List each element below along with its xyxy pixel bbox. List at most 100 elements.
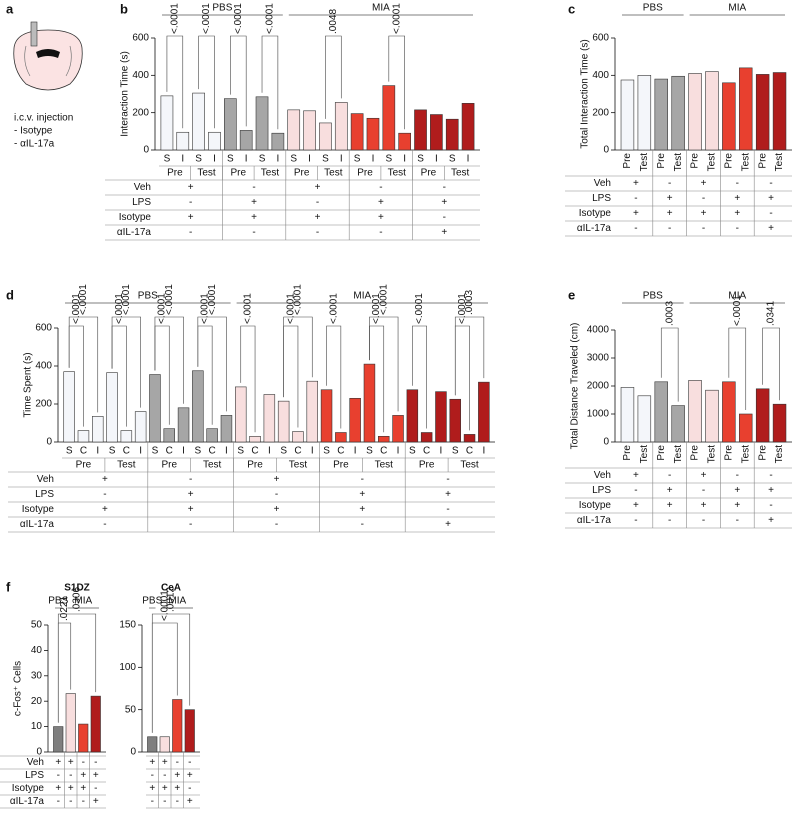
row-label: LPS (35, 489, 54, 500)
bar (239, 130, 253, 151)
condition-cell: - (94, 757, 97, 768)
bar (414, 109, 427, 151)
condition-cell: + (768, 193, 774, 204)
y-tick-label: 0 (603, 437, 609, 448)
condition-cell: + (80, 770, 86, 781)
sub-label: I (467, 154, 470, 165)
y-tick-label: 200 (132, 107, 149, 118)
sub-label: S (409, 446, 416, 457)
condition-cell: + (701, 208, 707, 219)
p-value: <.0001 (121, 284, 132, 315)
condition-cell: - (151, 770, 154, 781)
bar (77, 430, 90, 443)
p-value: <.0001 (207, 284, 218, 315)
phase-label: Test (451, 168, 470, 179)
sub-label: Test (639, 445, 650, 464)
condition-cell: + (359, 489, 365, 500)
y-tick-label: 150 (119, 620, 136, 631)
condition-cell: + (359, 504, 365, 515)
p-value: <.0001 (114, 293, 125, 324)
condition-cell: - (188, 757, 191, 768)
row-label: Isotype (579, 208, 612, 219)
illustration: a i.c.v. injection - Isotype - αIL-17a (6, 1, 83, 150)
bar (620, 387, 635, 443)
sub-label: Pre (656, 445, 667, 461)
p-value: <.0001 (371, 293, 382, 324)
condition-cell: + (174, 770, 180, 781)
condition-cell: + (441, 227, 447, 238)
condition-cell: + (768, 223, 774, 234)
condition-cell: - (736, 178, 739, 189)
y-tick-label: 0 (603, 145, 609, 156)
condition-cell: + (768, 515, 774, 526)
phase-label: Test (117, 460, 136, 471)
condition-cell: - (769, 470, 772, 481)
condition-cell: + (80, 783, 86, 794)
y-tick-label: 4000 (587, 325, 610, 336)
sub-label: S (449, 154, 456, 165)
bar (671, 405, 685, 443)
sub-label: C (423, 446, 430, 457)
bar (177, 407, 190, 443)
bar (172, 699, 183, 753)
condition-cell: - (668, 470, 671, 481)
group-header: MIA (168, 596, 186, 607)
panel-letter: a (6, 1, 14, 16)
bar (478, 381, 490, 443)
condition-cell: + (102, 504, 108, 515)
p-value: .0003 (464, 290, 475, 315)
sub-label: S (227, 154, 234, 165)
bar (255, 96, 269, 151)
condition-cell: - (769, 178, 772, 189)
p-value: <.0001 (265, 3, 276, 34)
row-label: αIL-17a (20, 519, 55, 530)
sub-label: S (452, 446, 459, 457)
condition-cell: - (176, 757, 179, 768)
brain-outline (24, 45, 72, 77)
p-value: <.0001 (328, 293, 339, 324)
sub-label: I (311, 446, 314, 457)
condition-cell: - (316, 197, 319, 208)
bar (147, 736, 158, 753)
row-label: Veh (594, 470, 611, 481)
phase-label: Test (460, 460, 479, 471)
y-tick-label: 400 (132, 70, 149, 81)
condition-cell: - (446, 474, 449, 485)
bar (392, 415, 404, 443)
significance-bracket (261, 35, 279, 130)
condition-cell: + (188, 182, 194, 193)
bar (120, 430, 133, 443)
sub-label: Pre (690, 445, 701, 461)
phase-label: Pre (357, 168, 373, 179)
sub-label: I (276, 154, 279, 165)
condition-cell: + (149, 757, 155, 768)
p-value: <.0001 (71, 293, 82, 324)
y-tick-label: 600 (592, 33, 609, 44)
condition-cell: + (162, 783, 168, 794)
bar (705, 389, 719, 443)
bar (92, 416, 104, 443)
sub-label: I (268, 446, 271, 457)
y-tick-label: 40 (31, 645, 43, 656)
y-tick-label: 2000 (587, 381, 610, 392)
significance-bracket (166, 35, 184, 129)
sub-label: S (195, 154, 202, 165)
significance-bracket (326, 325, 342, 429)
illustration-text: - αIL-17a (14, 139, 55, 150)
sub-label: I (213, 154, 216, 165)
sub-label: S (259, 154, 266, 165)
row-label: αIL-17a (577, 223, 612, 234)
condition-cell: + (734, 208, 740, 219)
sub-label: S (109, 446, 116, 457)
bar (398, 132, 411, 151)
sub-label: I (96, 446, 99, 457)
bar (755, 388, 770, 443)
row-label: LPS (592, 485, 611, 496)
row-label: LPS (25, 770, 44, 781)
bar (671, 75, 685, 151)
condition-cell: + (633, 470, 639, 481)
significance-bracket (660, 327, 679, 402)
condition-cell: - (151, 796, 154, 807)
sub-label: I (182, 446, 185, 457)
condition-cell: - (189, 474, 192, 485)
